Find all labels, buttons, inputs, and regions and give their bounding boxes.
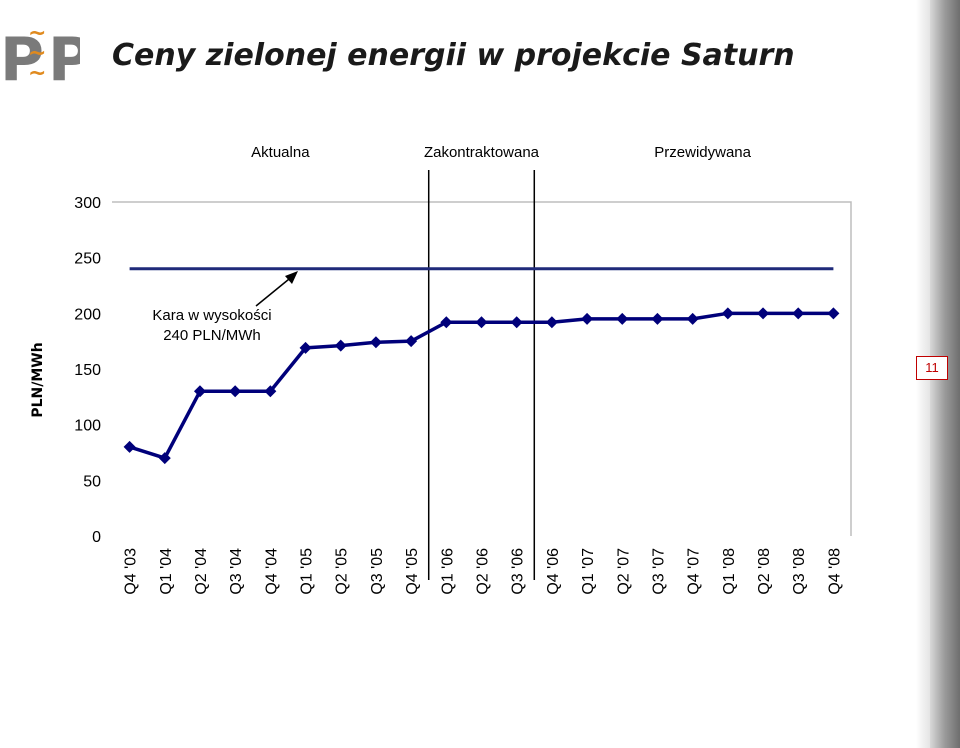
- data-point: [616, 312, 629, 325]
- data-point: [510, 316, 523, 329]
- data-point: [193, 385, 206, 398]
- x-tick-label: Q1 '05: [299, 548, 316, 595]
- data-point: [440, 316, 453, 329]
- data-point: [229, 385, 242, 398]
- data-point: [405, 335, 418, 348]
- data-point: [264, 385, 277, 398]
- x-tick-label: Q4 '04: [263, 548, 280, 595]
- data-point: [721, 307, 734, 320]
- x-tick-label: Q3 '04: [228, 548, 245, 595]
- page-number-badge: 11: [916, 356, 948, 380]
- x-tick-label: Q1 '08: [721, 548, 738, 595]
- x-tick-label: Q2 '04: [193, 548, 210, 595]
- y-tick-label: 100: [74, 418, 101, 435]
- data-point: [475, 316, 488, 329]
- annotation-arrow-head: [285, 271, 298, 284]
- x-tick-label: Q3 '07: [650, 548, 667, 595]
- x-tick-label: Q4 '07: [686, 548, 703, 595]
- data-point: [545, 316, 558, 329]
- data-point: [757, 307, 770, 320]
- data-point: [686, 312, 699, 325]
- y-tick-label: 50: [83, 473, 101, 490]
- data-point: [581, 312, 594, 325]
- x-tick-label: Q3 '05: [369, 548, 386, 595]
- x-tick-label: Q2 '08: [756, 548, 773, 595]
- period-label: Przewidywana: [654, 144, 751, 161]
- data-point: [334, 339, 347, 352]
- x-tick-label: Q3 '06: [510, 548, 527, 595]
- logo-wave-1: ~: [28, 21, 46, 46]
- data-point: [651, 312, 664, 325]
- annotation-text-line1: Kara w wysokości: [152, 307, 271, 324]
- logo-letter-left: P: [0, 25, 44, 88]
- x-tick-label: Q2 '06: [475, 548, 492, 595]
- y-tick-label: 250: [74, 251, 101, 268]
- logo-wave-3: ~: [28, 61, 46, 86]
- data-point: [827, 307, 840, 320]
- page-title: Ceny zielonej energii w projekcie Saturn: [112, 38, 795, 73]
- plot-frame: [112, 201, 852, 536]
- data-point: [123, 440, 136, 453]
- data-point: [158, 452, 171, 465]
- x-tick-label: Q2 '07: [615, 548, 632, 595]
- y-tick-label: 300: [74, 195, 101, 212]
- x-tick-label: Q2 '05: [334, 548, 351, 595]
- x-tick-label: Q1 '04: [158, 548, 175, 595]
- annotation-arrow-line: [255, 274, 295, 307]
- x-tick-label: Q1 '07: [580, 548, 597, 595]
- data-point: [299, 341, 312, 354]
- period-label: Aktualna: [251, 144, 310, 161]
- y-tick-label: 150: [74, 362, 101, 379]
- x-tick-label: Q1 '06: [439, 548, 456, 595]
- x-tick-label: Q4 '03: [123, 548, 140, 595]
- period-label: Zakontraktowana: [424, 144, 540, 161]
- y-tick-label: 0: [92, 529, 101, 546]
- x-tick-label: Q4 '06: [545, 548, 562, 595]
- x-tick-label: Q4 '05: [404, 548, 421, 595]
- data-point: [792, 307, 805, 320]
- x-tick-label: Q4 '08: [826, 548, 843, 595]
- x-tick-label: Q3 '08: [791, 548, 808, 595]
- annotation-text-line2: 240 PLN/MWh: [163, 327, 261, 344]
- y-tick-label: 200: [74, 306, 101, 323]
- data-point: [369, 336, 382, 349]
- logo-wave-2: ~: [28, 41, 46, 66]
